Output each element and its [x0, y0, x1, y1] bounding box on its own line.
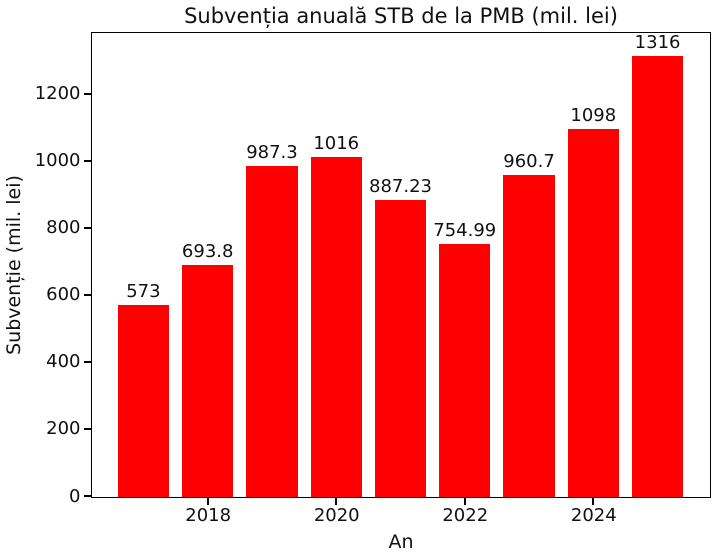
x-tick-mark [463, 497, 466, 505]
x-tick-mark [592, 497, 595, 505]
chart-title: Subvenția anuală STB de la PMB (mil. lei… [184, 4, 618, 28]
y-tick-mark [84, 293, 92, 296]
y-tick-label: 600 [46, 284, 81, 306]
x-tick-label: 2020 [313, 505, 360, 526]
x-tick-label: 2022 [442, 505, 489, 526]
bar-value-label: 1098 [570, 105, 617, 127]
bar-value-label: 987.3 [246, 142, 298, 164]
x-tick-mark [206, 497, 209, 505]
bar-value-label: 1016 [313, 132, 360, 154]
bar-value-label: 573 [126, 281, 161, 303]
x-tick-label: 2018 [185, 505, 232, 526]
y-tick-label: 400 [46, 351, 81, 373]
bar [439, 244, 491, 497]
y-tick-mark [84, 360, 92, 363]
y-tick-label: 0 [69, 485, 81, 507]
y-tick-mark [84, 495, 92, 497]
bar [503, 175, 555, 497]
y-tick-mark [84, 159, 92, 162]
y-tick-label: 200 [46, 418, 81, 440]
bar-value-label: 754.99 [433, 220, 497, 242]
y-tick-label: 1200 [34, 83, 81, 105]
bar [181, 264, 234, 497]
bar [117, 305, 170, 497]
bar [631, 56, 684, 497]
y-tick-mark [84, 226, 92, 229]
bar [567, 129, 619, 497]
x-axis-label: An [388, 531, 414, 553]
bar [246, 166, 298, 497]
bar-value-label: 693.8 [181, 240, 234, 262]
bar-value-label: 1316 [634, 32, 681, 54]
y-tick-label: 1000 [34, 150, 81, 172]
bar [374, 199, 427, 497]
y-axis-label: Subvenție (mil. lei) [3, 175, 25, 355]
y-tick-mark [84, 427, 92, 430]
bar-value-label: 960.7 [503, 151, 555, 173]
y-tick-label: 800 [46, 217, 81, 239]
x-tick-label: 2024 [570, 505, 617, 526]
plot-area: 573 693.8 987.3 1016 887.23 754.99 960.7 1098 13… [84, 32, 711, 505]
bar [310, 156, 362, 497]
y-tick-mark [84, 92, 92, 95]
bar-value-label: 887.23 [369, 175, 432, 197]
x-tick-mark [335, 497, 338, 505]
